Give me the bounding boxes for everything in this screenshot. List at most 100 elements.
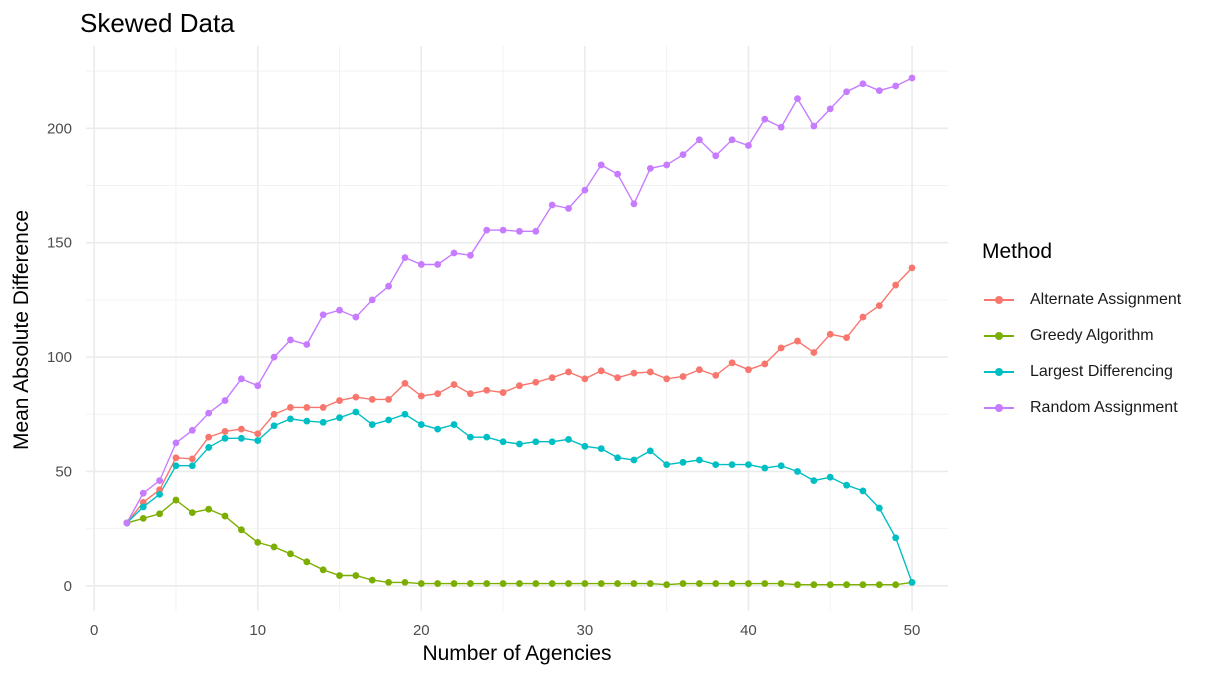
data-point-random-assignment xyxy=(597,161,605,169)
data-point-greedy-algorithm xyxy=(646,580,654,587)
data-point-alternate-assignment xyxy=(237,425,245,433)
legend-key-random-assignment xyxy=(982,398,1016,418)
data-point-largest-differencing xyxy=(892,534,900,542)
data-point-alternate-assignment xyxy=(761,360,769,368)
data-point-greedy-algorithm xyxy=(892,581,900,589)
data-point-largest-differencing xyxy=(843,481,850,489)
data-point-largest-differencing xyxy=(417,421,425,428)
y-tick-label: 50 xyxy=(55,463,72,480)
data-point-random-assignment xyxy=(826,105,834,113)
data-point-random-assignment xyxy=(777,123,785,131)
y-axis-label: Mean Absolute Difference xyxy=(10,209,33,451)
data-point-largest-differencing xyxy=(532,438,540,446)
data-point-random-assignment xyxy=(450,249,458,257)
y-tick-label: 150 xyxy=(47,235,72,252)
data-point-random-assignment xyxy=(270,353,278,361)
data-point-largest-differencing xyxy=(810,477,818,485)
data-point-alternate-assignment xyxy=(712,371,720,379)
data-point-random-assignment xyxy=(401,254,409,261)
data-point-greedy-algorithm xyxy=(319,566,327,574)
data-point-largest-differencing xyxy=(221,434,229,442)
data-point-random-assignment xyxy=(646,164,654,172)
data-point-random-assignment xyxy=(172,439,180,447)
data-point-greedy-algorithm xyxy=(761,580,769,587)
data-point-greedy-algorithm xyxy=(679,580,687,587)
data-point-largest-differencing xyxy=(516,440,523,448)
legend-item-random-assignment: Random Assignment xyxy=(982,390,1181,426)
data-point-largest-differencing xyxy=(679,458,687,466)
data-point-largest-differencing xyxy=(319,418,327,426)
data-point-random-assignment xyxy=(466,251,474,259)
data-point-greedy-algorithm xyxy=(516,580,523,587)
data-point-random-assignment xyxy=(745,142,752,149)
data-point-largest-differencing xyxy=(156,490,164,498)
data-point-greedy-algorithm xyxy=(188,509,196,517)
data-point-alternate-assignment xyxy=(319,404,327,411)
data-point-random-assignment xyxy=(123,519,131,527)
data-point-alternate-assignment xyxy=(826,330,834,338)
data-point-alternate-assignment xyxy=(875,302,883,310)
data-point-random-assignment xyxy=(761,115,769,123)
y-tick-labels: 0 50 100 150 200 xyxy=(47,120,72,594)
data-point-alternate-assignment xyxy=(352,393,360,401)
data-point-greedy-algorithm xyxy=(712,580,720,587)
data-point-largest-differencing xyxy=(875,504,883,512)
data-point-alternate-assignment xyxy=(270,410,278,418)
legend: Method Alternate Assignment Greedy Algori… xyxy=(982,240,1181,426)
data-point-greedy-algorithm xyxy=(221,512,229,520)
data-point-greedy-algorithm xyxy=(565,580,572,587)
data-point-random-assignment xyxy=(499,226,507,234)
data-point-random-assignment xyxy=(188,426,196,434)
data-point-largest-differencing xyxy=(287,415,294,423)
data-point-random-assignment xyxy=(287,336,294,344)
data-point-random-assignment xyxy=(139,489,147,497)
data-point-random-assignment xyxy=(581,186,589,194)
data-point-greedy-algorithm xyxy=(499,580,507,587)
data-point-alternate-assignment xyxy=(336,397,343,404)
data-point-largest-differencing xyxy=(826,473,834,481)
data-point-random-assignment xyxy=(843,88,850,96)
data-point-largest-differencing xyxy=(270,422,278,430)
series-points xyxy=(123,74,916,589)
data-point-greedy-algorithm xyxy=(434,580,442,587)
data-point-random-assignment xyxy=(892,82,900,90)
data-point-largest-differencing xyxy=(237,434,245,442)
data-point-greedy-algorithm xyxy=(287,550,294,558)
data-point-largest-differencing xyxy=(728,461,736,469)
data-point-alternate-assignment xyxy=(679,373,687,380)
data-point-alternate-assignment xyxy=(532,378,540,386)
data-point-random-assignment xyxy=(336,306,343,314)
x-axis-label: Number of Agencies xyxy=(422,642,612,665)
data-point-greedy-algorithm xyxy=(843,581,850,589)
data-point-greedy-algorithm xyxy=(303,558,311,566)
x-tick-label: 30 xyxy=(577,622,594,639)
data-point-largest-differencing xyxy=(745,461,752,469)
data-point-alternate-assignment xyxy=(221,428,229,435)
legend-label: Largest Differencing xyxy=(1030,363,1173,380)
data-point-greedy-algorithm xyxy=(859,581,867,589)
data-point-random-assignment xyxy=(630,200,638,208)
data-point-random-assignment xyxy=(516,227,523,235)
data-point-random-assignment xyxy=(679,151,687,159)
data-point-random-assignment xyxy=(254,382,262,390)
legend-key-largest-differencing xyxy=(982,362,1016,382)
data-point-greedy-algorithm xyxy=(597,580,605,587)
series-line-random-assignment xyxy=(126,77,913,524)
data-point-random-assignment xyxy=(859,80,867,88)
data-point-largest-differencing xyxy=(483,433,491,441)
y-tick-label: 200 xyxy=(47,120,72,137)
x-tick-label: 20 xyxy=(413,622,430,639)
data-point-random-assignment xyxy=(303,341,311,348)
data-point-greedy-algorithm xyxy=(794,581,801,589)
series-line-alternate-assignment xyxy=(126,267,913,524)
x-tick-label: 50 xyxy=(904,622,921,639)
data-point-largest-differencing xyxy=(401,410,409,418)
data-point-greedy-algorithm xyxy=(826,581,834,589)
legend-label: Random Assignment xyxy=(1030,399,1178,416)
data-point-largest-differencing xyxy=(663,461,671,469)
data-point-alternate-assignment xyxy=(630,369,638,377)
data-point-greedy-algorithm xyxy=(810,581,818,589)
data-point-largest-differencing xyxy=(777,462,785,470)
data-point-alternate-assignment xyxy=(205,433,213,441)
